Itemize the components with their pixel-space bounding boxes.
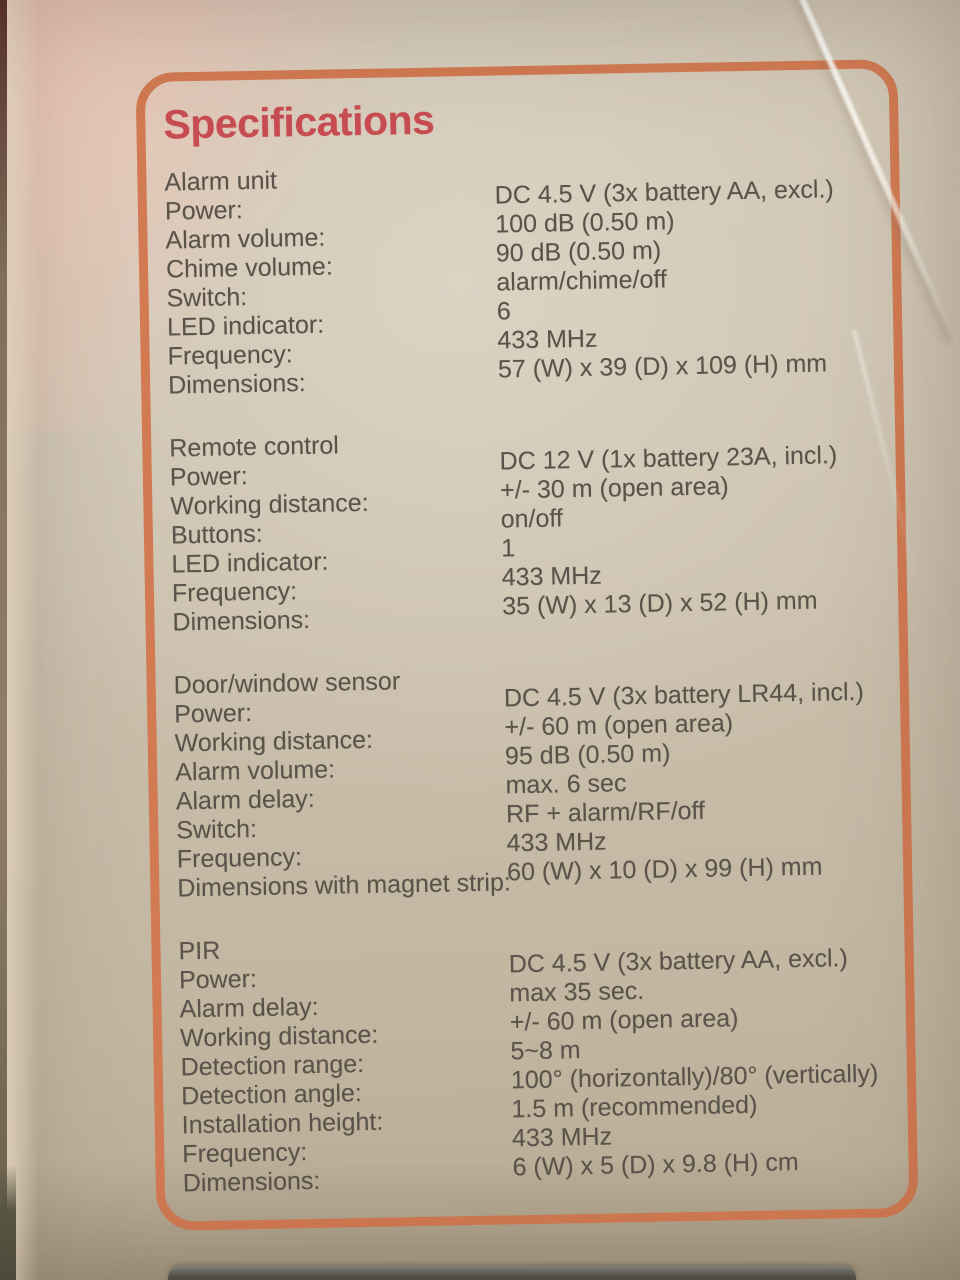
spec-value: 60 (W) x 10 (D) x 99 (H) mm [506,852,823,887]
spec-label: Dimensions with magnet strip: [177,868,512,903]
specifications-panel: Specifications Alarm unit Power: DC 4.5 … [135,59,919,1231]
spec-section: Alarm unit Power: DC 4.5 V (3x battery A… [164,155,882,400]
spec-label: Dimensions: [172,605,311,637]
spec-section: Door/window sensor Power: DC 4.5 V (3x b… [173,658,891,903]
box-bottom-left-edge [0,1165,16,1280]
spec-section: Remote control Power: DC 12 V (1x batter… [169,421,887,637]
spec-value: 57 (W) x 39 (D) x 109 (H) mm [497,349,828,384]
section-rows: Power: DC 4.5 V (3x battery LR44, incl.)… [174,678,892,903]
box-left-edge [0,0,7,1280]
lighting-glow [0,0,460,430]
panel-title: Specifications [162,96,435,148]
spec-label: Dimensions: [182,1166,321,1198]
spec-label: Dimensions: [167,369,306,400]
spec-sections: Alarm unit Power: DC 4.5 V (3x battery A… [164,155,897,1198]
box-edge-highlight [5,0,39,1280]
bottom-shadow [0,1160,960,1280]
bottom-panel-edge [168,1266,856,1280]
spec-value: 6 (W) x 5 (D) x 9.8 (H) cm [512,1148,799,1182]
section-rows: Power: DC 4.5 V (3x battery AA, excl.) A… [165,175,883,400]
section-rows: Power: DC 4.5 V (3x battery AA, excl.) A… [179,944,897,1198]
spec-value: 35 (W) x 13 (D) x 52 (H) mm [502,586,818,621]
section-rows: Power: DC 12 V (1x battery 23A, incl.) W… [170,441,887,637]
spec-section: PIR Power: DC 4.5 V (3x battery AA, excl… [178,924,897,1198]
